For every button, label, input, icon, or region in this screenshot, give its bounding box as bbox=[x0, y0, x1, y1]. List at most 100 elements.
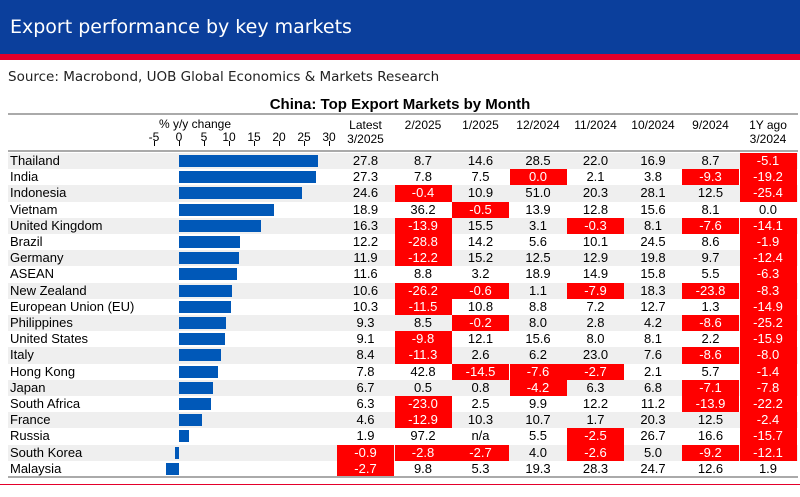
value-cell: 11.2 bbox=[640, 396, 666, 411]
value-cell: 27.3 bbox=[352, 169, 379, 185]
bar-latest bbox=[179, 349, 221, 362]
value-cell: 0.0 bbox=[758, 201, 778, 217]
axis-tick bbox=[329, 141, 330, 146]
value-cell: -7.6 bbox=[509, 363, 567, 380]
market-name: New Zealand bbox=[10, 282, 87, 298]
value-cell: 10.1 bbox=[582, 234, 609, 249]
table-row: ASEAN 11.6 8.8 3.2 18.9 14.9 15.8 5.5 -6.3 bbox=[8, 266, 798, 283]
value-cell: 3.1 bbox=[528, 217, 548, 233]
value-cell: -0.5 bbox=[452, 201, 509, 218]
market-name: Russia bbox=[10, 428, 50, 444]
table-row: Russia 1.9 97.2 n/a 5.5 -2.5 26.7 16.6 -15.7 bbox=[8, 428, 798, 445]
value-cell: -2.7 bbox=[337, 460, 394, 477]
axis-tick-label: 15 bbox=[247, 130, 261, 144]
value-cell: -2.4 bbox=[739, 412, 797, 429]
value-cell: 2.5 bbox=[471, 396, 490, 411]
table-row: European Union (EU) 10.3 -11.5 10.8 8.8 7.2 12… bbox=[8, 298, 798, 315]
value-cell: 20.3 bbox=[582, 185, 609, 201]
value-cell: 14.6 bbox=[467, 153, 494, 168]
value-cell: 3.2 bbox=[471, 266, 490, 282]
value-cell: 15.6 bbox=[525, 331, 551, 347]
bar-latest bbox=[179, 171, 316, 184]
bar-latest bbox=[179, 300, 231, 313]
value-cell: -14.1 bbox=[739, 217, 797, 234]
value-cell: 11.9 bbox=[353, 250, 378, 266]
market-name: South Africa bbox=[10, 396, 81, 411]
value-cell: 18.9 bbox=[525, 266, 551, 282]
axis-tick bbox=[254, 141, 255, 146]
value-cell: 8.1 bbox=[643, 217, 663, 233]
value-cell: 16.3 bbox=[352, 217, 379, 233]
chart-title: China: Top Export Markets by Month bbox=[269, 96, 531, 113]
bar-latest bbox=[179, 187, 302, 200]
value-cell: 27.8 bbox=[352, 153, 379, 168]
value-cell: -12.4 bbox=[739, 250, 797, 267]
value-cell: 12.7 bbox=[640, 298, 666, 314]
value-cell: 9.7 bbox=[701, 250, 720, 266]
value-cell: 6.7 bbox=[356, 379, 375, 395]
value-cell: 0.8 bbox=[471, 379, 490, 395]
bar-latest bbox=[165, 462, 179, 475]
value-cell: 5.5 bbox=[528, 428, 548, 444]
table-row: Indonesia 24.6 -0.4 10.9 51.0 20.3 28.1 12.5 -25… bbox=[8, 185, 798, 202]
value-cell: -1.9 bbox=[739, 234, 797, 251]
table-row: India 27.3 7.8 7.5 0.0 2.1 3.8 -9.3 -19.2 bbox=[8, 169, 798, 186]
value-cell: 9.8 bbox=[413, 460, 433, 476]
value-cell: 15.5 bbox=[467, 217, 494, 233]
axis-tick-label: -5 bbox=[148, 130, 160, 144]
bar-latest bbox=[179, 219, 261, 232]
value-cell: -22.2 bbox=[739, 396, 797, 413]
axis-tick bbox=[154, 141, 155, 146]
value-cell: -0.6 bbox=[452, 282, 509, 299]
value-cell: -7.8 bbox=[739, 379, 797, 396]
market-name: Malaysia bbox=[10, 460, 62, 476]
table-row: Japan 6.7 0.5 0.8 -4.2 6.3 6.8 -7.1 -7.8 bbox=[8, 379, 798, 396]
table-row: Hong Kong 7.8 42.8 -14.5 -7.6 -2.7 2.1 5.7 -1.4 bbox=[8, 363, 798, 380]
header-banner: Export performance by key markets bbox=[0, 0, 800, 54]
market-name: Italy bbox=[10, 347, 34, 363]
value-cell: 6.3 bbox=[356, 396, 375, 411]
value-cell: 8.8 bbox=[528, 298, 548, 314]
table-row: Germany 11.9 -12.2 15.2 12.5 12.9 19.8 9.7 -12.4 bbox=[8, 250, 798, 267]
column-header-line: 12/2024 bbox=[516, 118, 560, 132]
page-title: Export performance by key markets bbox=[10, 16, 352, 38]
value-cell: n/a bbox=[471, 428, 490, 444]
value-cell: -12.9 bbox=[394, 412, 452, 429]
value-cell: 51.0 bbox=[525, 185, 551, 201]
value-cell: 9.1 bbox=[356, 331, 375, 347]
value-cell: 13.9 bbox=[525, 201, 551, 217]
value-cell: 10.3 bbox=[467, 412, 494, 428]
value-cell: 8.6 bbox=[701, 234, 720, 249]
value-cell: 8.8 bbox=[413, 266, 433, 282]
value-cell: 19.8 bbox=[640, 250, 666, 266]
column-header: Latest 3/2025 bbox=[337, 118, 394, 146]
value-cell: 7.8 bbox=[413, 169, 433, 185]
value-cell: 12.2 bbox=[582, 396, 609, 411]
column-header-line: 1/2025 bbox=[462, 118, 499, 132]
value-cell: -23.8 bbox=[682, 282, 739, 299]
bar-latest bbox=[179, 155, 318, 167]
value-cell: -25.4 bbox=[739, 185, 797, 202]
value-cell: 0.0 bbox=[509, 169, 567, 186]
value-cell: 8.7 bbox=[413, 153, 433, 168]
bar-latest bbox=[179, 365, 218, 378]
value-cell: 12.1 bbox=[467, 331, 494, 347]
value-cell: 1.1 bbox=[528, 282, 548, 298]
value-cell: 2.8 bbox=[586, 315, 605, 330]
market-name: Philippines bbox=[10, 315, 73, 330]
bar-latest bbox=[179, 381, 213, 394]
value-cell: -26.2 bbox=[394, 282, 452, 299]
value-cell: 7.5 bbox=[471, 169, 490, 185]
value-cell: 8.1 bbox=[701, 201, 720, 217]
value-cell: -4.2 bbox=[509, 379, 567, 396]
value-cell: 4.6 bbox=[356, 412, 375, 428]
market-name: Thailand bbox=[10, 153, 60, 168]
market-name: Indonesia bbox=[10, 185, 67, 201]
value-cell: 19.3 bbox=[525, 460, 551, 476]
value-cell: 8.4 bbox=[356, 347, 375, 363]
value-cell: 5.6 bbox=[528, 234, 548, 249]
market-name: Germany bbox=[10, 250, 64, 266]
table-row: Thailand 27.8 8.7 14.6 28.5 22.0 16.9 8.7 -5.1 bbox=[8, 153, 798, 170]
value-cell: -2.7 bbox=[567, 363, 624, 380]
column-header-line: 9/2024 bbox=[692, 118, 729, 132]
